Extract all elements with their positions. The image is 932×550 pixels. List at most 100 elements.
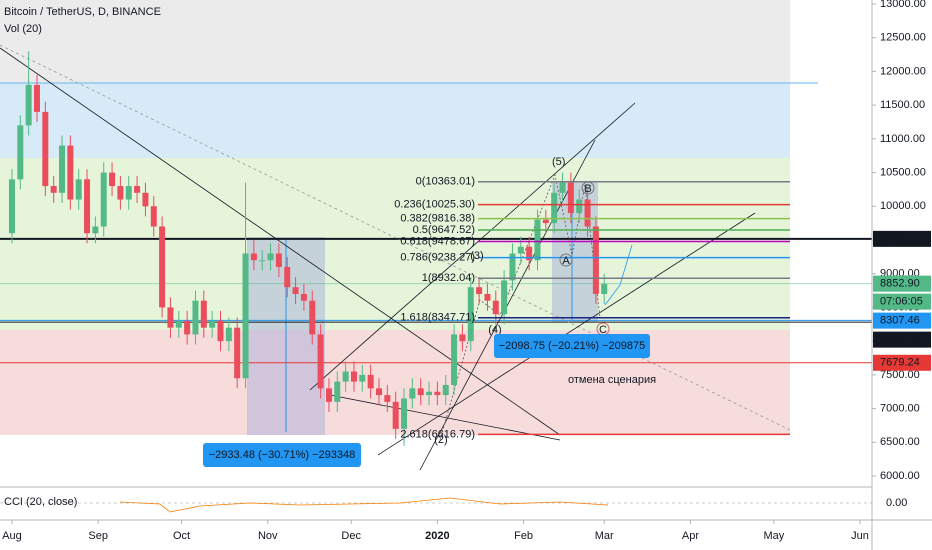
price-tag-bg xyxy=(873,230,931,247)
wave-path xyxy=(439,173,601,441)
candle-body xyxy=(284,266,291,288)
y-tick-label: 10500.00 xyxy=(880,166,926,178)
candle-body xyxy=(409,388,416,399)
candle-body xyxy=(84,179,91,234)
candle-body xyxy=(33,84,40,112)
candle-body xyxy=(167,307,174,328)
y-tick-label: 6000.00 xyxy=(880,470,920,482)
x-tick-label: Dec xyxy=(341,530,361,542)
candle-body xyxy=(517,246,524,254)
wave-label: B xyxy=(584,183,591,195)
trend-line xyxy=(309,102,636,391)
x-tick-label: Oct xyxy=(173,530,190,542)
candle-body xyxy=(75,179,82,200)
price-tag: 8307.46 xyxy=(880,315,920,327)
candle-body xyxy=(459,334,466,342)
candle-body xyxy=(259,260,266,262)
annotation: отмена сценария xyxy=(568,374,656,386)
wave-label: C xyxy=(599,324,607,336)
candle-body xyxy=(292,287,299,294)
y-tick-label: 6500.00 xyxy=(880,436,920,448)
zone-blue xyxy=(0,83,790,158)
cci-line xyxy=(119,497,609,513)
candle-body xyxy=(434,391,441,396)
candle-body xyxy=(250,253,257,261)
candle-body xyxy=(192,300,199,335)
candle-body xyxy=(8,179,15,234)
chart-title: Bitcoin / TetherUS, D, BINANCE xyxy=(4,6,161,18)
y-tick-label: 11000.00 xyxy=(880,133,925,145)
candle-body xyxy=(367,374,374,389)
wave-label: (2) xyxy=(434,434,447,446)
candle-body xyxy=(300,293,307,301)
candle-body xyxy=(451,334,458,385)
candle-body xyxy=(200,300,207,328)
candle-body xyxy=(509,253,516,281)
y-tick-label: 13000.00 xyxy=(880,0,926,10)
price-tag-bg xyxy=(873,331,931,348)
x-tick-label: May xyxy=(763,530,784,542)
wave-label: (3) xyxy=(470,250,483,262)
x-tick-label: 2020 xyxy=(425,530,449,542)
y-tick-label: 10000.00 xyxy=(880,200,926,212)
candle-body xyxy=(209,320,216,328)
candle-body xyxy=(601,283,608,294)
fib-label: 0(10363.01) xyxy=(416,176,475,188)
y-tick-label: 7000.00 xyxy=(880,402,920,414)
candle-body xyxy=(384,395,391,402)
candle-body xyxy=(342,371,349,382)
candle-body xyxy=(309,300,316,335)
candle-body xyxy=(476,287,483,294)
indicator-label: Vol (20) xyxy=(4,23,42,35)
candle-body xyxy=(175,320,182,328)
x-tick-label: Feb xyxy=(514,530,533,542)
countdown-bg xyxy=(873,293,931,310)
candle-body xyxy=(100,172,107,227)
measure-label: −2933.48 (−30.71%) −293348 xyxy=(209,449,356,461)
wave-label: (4) xyxy=(488,324,501,336)
candle-body xyxy=(217,320,224,342)
candle-body xyxy=(559,182,566,193)
measure-label-bg xyxy=(203,443,361,467)
candle-body xyxy=(325,388,332,402)
x-tick-label: Mar xyxy=(595,530,614,542)
fib-label: 0.382(9816.38) xyxy=(400,213,475,225)
wave-circle xyxy=(581,181,595,195)
candle-body xyxy=(109,172,116,187)
candle-body xyxy=(159,226,166,308)
x-tick-label: Nov xyxy=(258,530,278,542)
candle-body xyxy=(234,327,241,379)
measure-box xyxy=(552,181,598,322)
y-tick-label: 12500.00 xyxy=(880,32,926,44)
y-tick-label: 12000.00 xyxy=(880,65,926,77)
countdown: 07:06:05 xyxy=(880,296,923,308)
wave-label: (5) xyxy=(552,156,565,168)
fib-label: 0.786(9238.27) xyxy=(400,252,475,264)
candle-body xyxy=(242,253,249,379)
wave-circle xyxy=(559,253,573,267)
fib-label: 0.5(9647.52) xyxy=(413,224,475,236)
candle-body xyxy=(275,253,282,267)
price-tag: 8852.90 xyxy=(880,278,920,290)
candle-body xyxy=(25,84,32,126)
x-tick-label: Jun xyxy=(851,530,869,542)
candle-body xyxy=(375,388,382,396)
candle-body xyxy=(92,226,99,234)
candle-body xyxy=(50,186,57,193)
price-tag-bg xyxy=(873,312,931,329)
candle-body xyxy=(317,334,324,389)
candle-body xyxy=(392,401,399,429)
measure-label: −2098.75 (−20.21%) −209875 xyxy=(499,340,646,352)
candle-body xyxy=(142,192,149,207)
indicator-label: CCI (20, close) xyxy=(4,496,77,508)
cci-tick-label: 0.00 xyxy=(886,497,907,509)
candle-body xyxy=(442,384,449,396)
candle-body xyxy=(526,246,533,261)
candle-body xyxy=(567,182,574,214)
fib-label: 0.236(10025.30) xyxy=(394,198,475,210)
fib-label: 1.618(8347.71) xyxy=(400,312,475,324)
candle-body xyxy=(492,300,499,315)
candle-body xyxy=(501,280,508,315)
candle-body xyxy=(134,186,141,193)
